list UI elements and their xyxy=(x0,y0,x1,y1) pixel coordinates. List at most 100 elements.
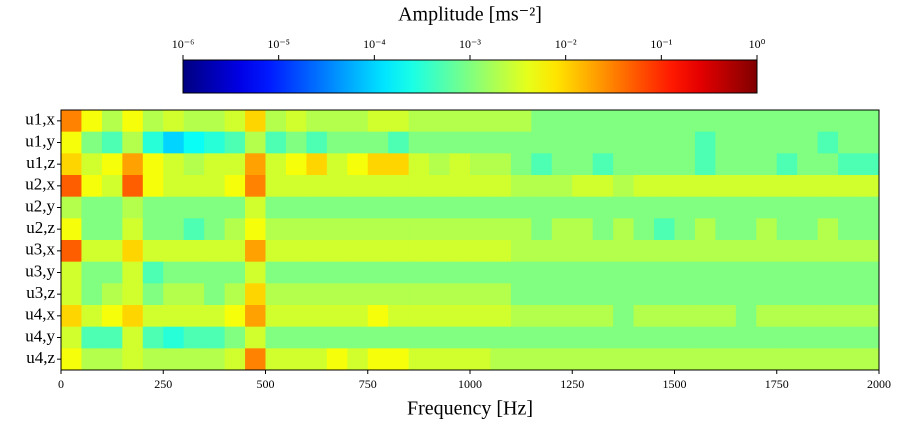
heat-cell xyxy=(510,196,532,219)
x-tick-label: 2000 xyxy=(867,377,891,391)
heat-cell xyxy=(838,283,859,306)
heat-cell xyxy=(122,326,144,349)
heat-cell xyxy=(551,196,573,219)
heat-cell xyxy=(81,218,103,241)
heat-cell xyxy=(817,175,839,198)
heat-cell xyxy=(367,153,389,176)
heat-cell xyxy=(429,261,450,284)
heat-cell xyxy=(613,283,634,306)
heat-cell xyxy=(674,175,696,198)
heat-cell xyxy=(715,283,737,306)
heat-cell xyxy=(735,131,757,154)
heat-cell xyxy=(245,326,266,349)
heat-cell xyxy=(101,131,123,154)
heat-cell xyxy=(592,348,614,371)
heat-cell xyxy=(470,348,491,371)
heat-cell xyxy=(122,283,144,306)
heat-cell xyxy=(265,283,287,306)
heat-cell xyxy=(326,305,348,328)
heat-cell xyxy=(306,348,328,371)
heat-cell xyxy=(81,175,103,198)
heat-cell xyxy=(572,131,594,154)
heat-cell xyxy=(633,175,655,198)
heat-cell xyxy=(531,348,553,371)
heat-cell xyxy=(429,348,450,371)
heat-cell xyxy=(858,305,880,328)
heat-cell xyxy=(756,153,778,176)
heat-cell xyxy=(470,218,491,241)
heat-cell xyxy=(510,326,532,349)
heat-cell xyxy=(510,153,532,176)
heat-cell xyxy=(510,240,532,263)
heat-cell xyxy=(858,218,880,241)
heat-cell xyxy=(817,196,839,219)
heat-cell xyxy=(101,110,123,133)
heat-cell xyxy=(470,110,491,133)
heat-cell xyxy=(388,175,410,198)
heat-cell xyxy=(838,153,859,176)
heat-cell xyxy=(285,348,307,371)
heat-cell xyxy=(797,348,819,371)
heat-cell xyxy=(531,110,553,133)
heat-cell xyxy=(592,326,614,349)
heat-cell xyxy=(776,326,798,349)
y-tick-label: u3,y xyxy=(25,261,55,280)
heat-cell xyxy=(142,110,164,133)
heat-cell xyxy=(715,131,737,154)
heat-cell xyxy=(817,153,839,176)
heat-cell xyxy=(429,240,450,263)
heat-cell xyxy=(285,218,307,241)
colorbar-tick-label: 10⁻⁶ xyxy=(172,37,195,51)
heat-cell xyxy=(81,131,103,154)
heat-cell xyxy=(367,348,389,371)
heat-cell xyxy=(674,196,696,219)
heat-cell xyxy=(490,175,512,198)
heat-cell xyxy=(551,218,573,241)
heat-cell xyxy=(367,131,389,154)
heat-cell xyxy=(183,305,205,328)
heat-cell xyxy=(776,110,798,133)
heat-cell xyxy=(347,348,369,371)
heat-cell xyxy=(449,283,471,306)
heat-cell xyxy=(654,131,675,154)
heat-cell xyxy=(613,348,634,371)
heat-cell xyxy=(204,131,225,154)
heat-cell xyxy=(265,240,287,263)
heat-cell xyxy=(388,348,410,371)
heat-cell xyxy=(224,240,246,263)
heat-cell xyxy=(326,283,348,306)
heat-cell xyxy=(613,240,634,263)
heat-cell xyxy=(265,110,287,133)
heat-cell xyxy=(347,218,369,241)
heat-cell xyxy=(572,326,594,349)
heat-cell xyxy=(735,175,757,198)
heat-cell xyxy=(204,175,225,198)
heat-cell xyxy=(756,261,778,284)
y-tick-label: u3,z xyxy=(26,283,55,302)
heat-cell xyxy=(633,348,655,371)
heat-cell xyxy=(449,196,471,219)
heat-cell xyxy=(510,283,532,306)
y-tick-label: u3,x xyxy=(25,240,55,259)
heat-cell xyxy=(592,196,614,219)
heat-cell xyxy=(183,131,205,154)
heat-cell xyxy=(797,326,819,349)
heat-cell xyxy=(776,175,798,198)
heat-cell xyxy=(613,175,634,198)
heat-cell xyxy=(101,261,123,284)
heat-cell xyxy=(429,131,450,154)
heat-cell xyxy=(449,261,471,284)
heat-cell xyxy=(306,153,328,176)
heat-cell xyxy=(367,110,389,133)
colorbar-tick-label: 10⁰ xyxy=(749,37,766,51)
heat-cell xyxy=(490,218,512,241)
heat-cell xyxy=(101,175,123,198)
y-tick-label: u4,y xyxy=(25,326,55,345)
heat-cell xyxy=(715,326,737,349)
heat-cell xyxy=(408,175,430,198)
heat-cell xyxy=(224,153,246,176)
heat-cell xyxy=(858,131,880,154)
heat-cell xyxy=(388,153,410,176)
heat-cell xyxy=(122,305,144,328)
heat-cell xyxy=(756,218,778,241)
